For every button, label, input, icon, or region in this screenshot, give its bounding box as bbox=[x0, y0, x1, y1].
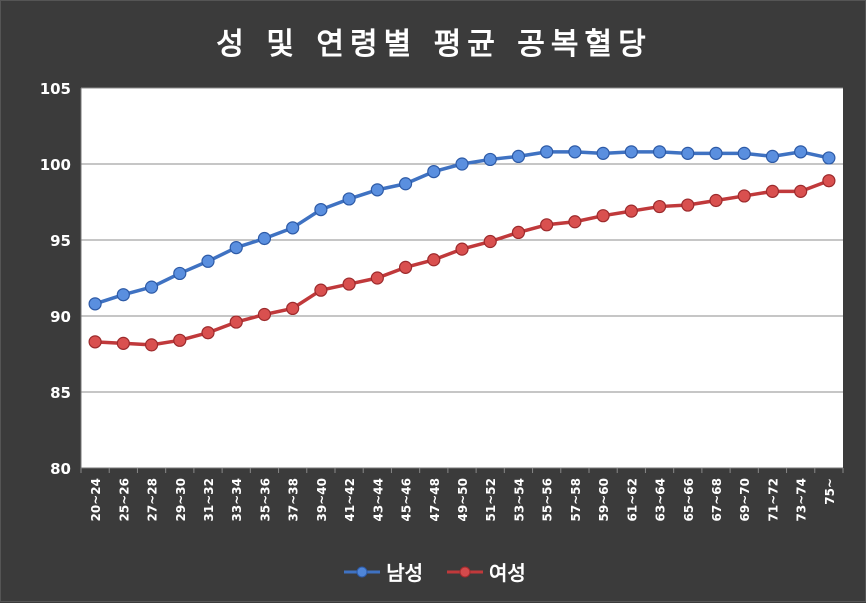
x-tick-label: 45~46 bbox=[400, 478, 414, 521]
x-tick-label: 73~74 bbox=[795, 478, 809, 521]
data-point-female bbox=[568, 215, 582, 229]
data-point-female bbox=[229, 315, 243, 329]
x-tick-label: 25~26 bbox=[117, 478, 131, 521]
data-point-male bbox=[257, 231, 272, 246]
data-point-male bbox=[794, 145, 808, 159]
x-tick-label: 47~48 bbox=[428, 478, 442, 521]
data-point-female bbox=[144, 338, 159, 352]
y-tick-label: 80 bbox=[50, 460, 71, 478]
data-point-female bbox=[427, 253, 441, 267]
data-point-male bbox=[455, 157, 469, 171]
x-tick-label: 57~58 bbox=[569, 478, 583, 521]
data-point-female bbox=[286, 301, 300, 315]
x-tick-label: 63~64 bbox=[654, 478, 668, 521]
data-point-female bbox=[455, 242, 469, 256]
data-point-female bbox=[88, 335, 102, 349]
x-tick-label: 27~28 bbox=[146, 478, 160, 521]
data-point-female bbox=[596, 209, 610, 223]
data-point-male bbox=[398, 177, 413, 191]
x-tick-label: 33~34 bbox=[230, 478, 244, 521]
data-point-female bbox=[652, 199, 667, 214]
data-point-male bbox=[144, 280, 159, 294]
data-point-male bbox=[737, 146, 751, 160]
legend-label-female: 여성 bbox=[489, 561, 526, 585]
y-tick-label: 85 bbox=[50, 384, 71, 402]
x-tick-label: 53~54 bbox=[512, 478, 526, 521]
data-point-female bbox=[201, 326, 215, 340]
data-point-female bbox=[709, 193, 723, 208]
legend-item-female: 여성 bbox=[445, 557, 526, 586]
data-point-female bbox=[314, 283, 328, 297]
legend-label-male: 남성 bbox=[386, 561, 423, 585]
x-tick-label: 29~30 bbox=[174, 478, 188, 521]
legend: 남성 여성 bbox=[1, 557, 866, 586]
data-point-female bbox=[737, 189, 751, 203]
x-tick-label: 41~42 bbox=[343, 478, 357, 521]
y-tick-label: 95 bbox=[50, 232, 71, 250]
data-point-male bbox=[822, 151, 836, 165]
x-tick-label: 37~38 bbox=[287, 478, 301, 521]
data-point-female bbox=[398, 260, 413, 274]
x-tick-label: 75~ bbox=[823, 478, 837, 505]
data-point-female bbox=[257, 307, 272, 322]
data-point-male bbox=[511, 149, 526, 163]
data-point-male bbox=[765, 149, 780, 163]
x-tick-label: 65~66 bbox=[682, 478, 696, 521]
x-tick-label: 20~24 bbox=[89, 478, 103, 521]
data-point-female bbox=[370, 271, 384, 285]
data-point-male bbox=[201, 254, 215, 268]
x-tick-label: 59~60 bbox=[597, 478, 611, 521]
data-point-male bbox=[342, 192, 356, 206]
x-tick-label: 51~52 bbox=[484, 478, 498, 521]
data-point-male bbox=[596, 146, 610, 160]
x-tick-label: 61~62 bbox=[625, 478, 639, 521]
data-point-female bbox=[342, 277, 356, 291]
data-point-male bbox=[286, 221, 300, 235]
data-point-male bbox=[173, 266, 187, 281]
plot-area bbox=[81, 88, 843, 468]
data-point-male bbox=[88, 297, 102, 311]
y-tick-label: 100 bbox=[40, 156, 71, 174]
data-point-male bbox=[229, 241, 243, 255]
data-point-male bbox=[370, 183, 384, 197]
data-point-female bbox=[624, 204, 638, 218]
data-point-female bbox=[681, 198, 695, 212]
y-tick-label: 105 bbox=[40, 80, 71, 98]
data-point-male bbox=[652, 145, 667, 159]
chart-title: 성 및 연령별 평균 공복혈당 bbox=[216, 27, 652, 62]
data-point-female bbox=[794, 184, 808, 198]
legend-item-male: 남성 bbox=[342, 557, 423, 586]
x-tick-label: 69~70 bbox=[738, 478, 752, 521]
data-point-female bbox=[765, 184, 780, 198]
data-point-male bbox=[314, 203, 328, 217]
data-point-female bbox=[483, 234, 497, 249]
data-point-male bbox=[540, 145, 554, 159]
x-tick-label: 43~44 bbox=[371, 478, 385, 521]
data-point-male bbox=[568, 145, 582, 159]
data-point-male bbox=[116, 288, 130, 302]
legend-marker-male bbox=[344, 566, 381, 577]
data-point-female bbox=[173, 333, 187, 347]
x-tick-label: 67~68 bbox=[710, 478, 724, 521]
data-point-female bbox=[540, 218, 554, 232]
data-point-female bbox=[511, 225, 526, 239]
x-tick-label: 39~40 bbox=[315, 478, 329, 521]
data-point-male bbox=[427, 165, 441, 179]
data-point-male bbox=[624, 145, 638, 159]
data-point-male bbox=[483, 152, 497, 167]
x-tick-label: 35~36 bbox=[258, 478, 272, 521]
data-point-male bbox=[709, 146, 723, 160]
legend-marker-female bbox=[447, 566, 483, 577]
x-tick-label: 71~72 bbox=[766, 478, 780, 521]
x-tick-label: 49~50 bbox=[456, 478, 470, 521]
data-point-female bbox=[822, 174, 836, 188]
x-tick-label: 31~32 bbox=[202, 478, 216, 521]
data-point-male bbox=[681, 146, 695, 160]
y-tick-label: 90 bbox=[50, 308, 71, 326]
x-tick-label: 55~56 bbox=[541, 478, 555, 521]
data-point-female bbox=[116, 336, 130, 350]
